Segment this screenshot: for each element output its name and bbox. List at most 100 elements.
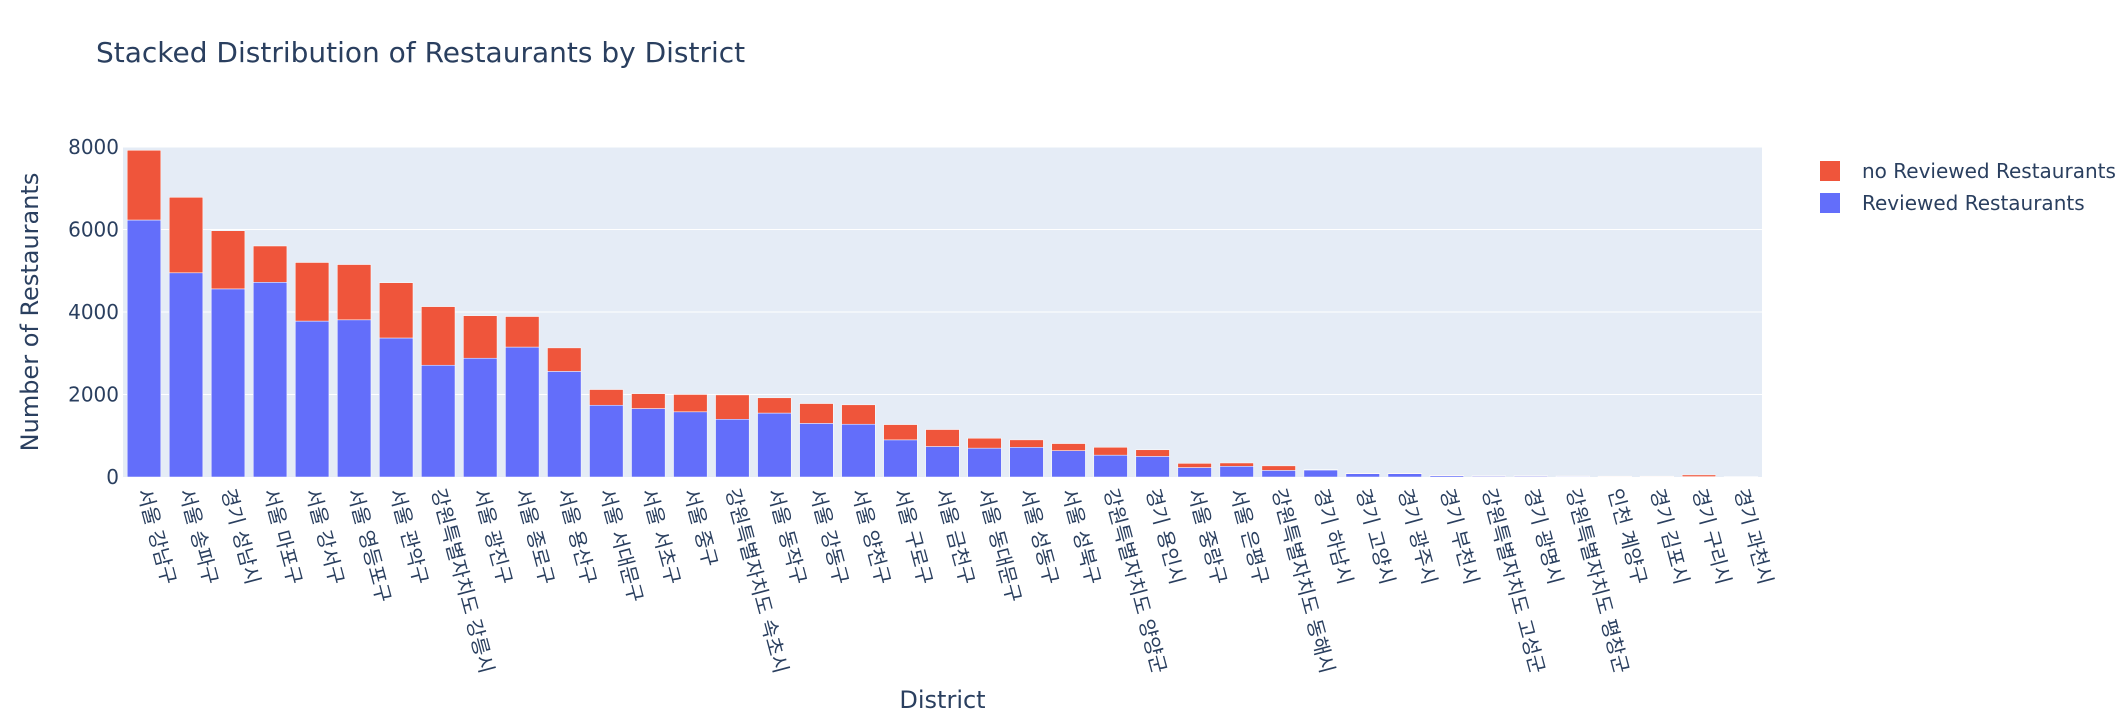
y-axis-title: Number of Restaurants [16,173,44,452]
bar-no-reviewed-4[interactable] [295,262,330,322]
x-tick-label: 경기 성남시 [216,486,265,587]
y-tick-label: 8000 [68,135,119,159]
x-tick-label: 경기 고양시 [1351,486,1400,587]
legend[interactable]: no Reviewed Restaurants Reviewed Restaura… [1820,159,2116,215]
bar-no-reviewed-25[interactable] [1177,463,1212,468]
bar-no-reviewed-1[interactable] [168,197,204,274]
x-tick-label: 서울 중구 [679,486,723,569]
bar-reviewed-11[interactable] [589,404,624,478]
bar-no-reviewed-10[interactable] [547,347,582,372]
x-tick-label: 서울 송파구 [174,486,223,587]
bar-reviewed-24[interactable] [1135,456,1170,478]
x-tick-label: 서울 용산구 [553,486,602,587]
x-tick-label: 서울 성동구 [1015,486,1064,587]
x-tick-label: 서울 양천구 [847,486,896,587]
bar-no-reviewed-8[interactable] [463,315,498,359]
bar-no-reviewed-15[interactable] [757,397,792,414]
bar-reviewed-22[interactable] [1051,450,1086,478]
x-tick-label: 서울 금천구 [931,486,980,587]
bar-reviewed-13[interactable] [673,411,708,478]
legend-swatch[interactable] [1820,193,1840,213]
bar-reviewed-29[interactable] [1345,473,1380,478]
y-tick-label: 4000 [68,300,119,324]
y-tick-label: 6000 [68,218,119,242]
bar-no-reviewed-17[interactable] [841,404,876,425]
bar-no-reviewed-19[interactable] [925,429,960,447]
bar-no-reviewed-23[interactable] [1093,447,1128,456]
bar-no-reviewed-14[interactable] [715,394,750,420]
y-axis-ticks: 0 2000 4000 6000 8000 [68,135,119,489]
x-tick-label: 서울 마포구 [258,486,307,587]
x-tick-label: 서울 은평구 [1225,486,1274,587]
bar-reviewed-20[interactable] [967,447,1002,478]
bar-reviewed-7[interactable] [421,364,456,478]
bar-reviewed-15[interactable] [757,412,792,478]
bar-no-reviewed-13[interactable] [673,394,708,413]
x-tick-label: 경기 하남시 [1309,486,1358,587]
bar-reviewed-26[interactable] [1219,466,1254,478]
x-tick-label: 서울 광진구 [469,486,518,587]
x-tick-label: 서울 강서구 [301,486,350,587]
bar-reviewed-5[interactable] [337,319,372,478]
bar-reviewed-28[interactable] [1303,469,1338,478]
bar-reviewed-3[interactable] [253,282,288,478]
bar-reviewed-27[interactable] [1261,470,1296,478]
bar-no-reviewed-18[interactable] [883,424,918,441]
legend-label[interactable]: Reviewed Restaurants [1862,191,2085,215]
bar-reviewed-25[interactable] [1177,467,1212,478]
x-tick-label: 서울 중랑구 [1183,486,1232,587]
x-tick-label: 경기 과천시 [1729,486,1778,587]
bar-no-reviewed-11[interactable] [589,389,624,406]
bar-no-reviewed-27[interactable] [1261,465,1296,471]
bars [126,150,1759,478]
bar-reviewed-0[interactable] [126,219,162,478]
bar-no-reviewed-21[interactable] [1009,439,1044,448]
x-tick-label: 서울 종로구 [511,486,560,587]
bar-reviewed-18[interactable] [883,439,918,478]
bar-reviewed-17[interactable] [841,423,876,478]
bar-reviewed-21[interactable] [1009,447,1044,478]
x-tick-label: 서울 성북구 [1057,486,1106,587]
bar-reviewed-9[interactable] [505,346,540,478]
x-tick-label: 서울 동작구 [763,486,812,587]
bar-reviewed-30[interactable] [1387,473,1422,478]
x-tick-label: 경기 용인시 [1141,486,1190,587]
bar-reviewed-10[interactable] [547,371,582,478]
bar-no-reviewed-6[interactable] [379,282,414,339]
bar-reviewed-19[interactable] [925,446,960,478]
bar-no-reviewed-22[interactable] [1051,443,1086,451]
x-tick-label: 경기 광명시 [1519,486,1568,587]
bar-reviewed-6[interactable] [379,337,414,478]
y-tick-label: 0 [106,465,119,489]
bar-reviewed-2[interactable] [211,288,246,478]
bar-no-reviewed-26[interactable] [1219,462,1254,467]
bar-reviewed-14[interactable] [715,419,750,478]
bar-reviewed-1[interactable] [168,272,204,478]
x-tick-label: 경기 광주시 [1393,486,1442,587]
bar-no-reviewed-37[interactable] [1681,474,1717,477]
bar-no-reviewed-24[interactable] [1135,449,1170,457]
bar-no-reviewed-9[interactable] [505,316,540,348]
bar-no-reviewed-7[interactable] [421,306,456,366]
x-axis-title: District [899,686,985,714]
bar-no-reviewed-0[interactable] [126,150,162,221]
bar-reviewed-23[interactable] [1093,454,1128,478]
x-tick-label: 경기 김포시 [1645,486,1694,587]
x-tick-label: 경기 부천시 [1435,486,1484,587]
bar-no-reviewed-16[interactable] [799,403,834,424]
bar-reviewed-16[interactable] [799,423,834,478]
x-tick-label: 서울 구로구 [889,486,938,587]
bar-no-reviewed-20[interactable] [967,437,1002,449]
x-tick-label: 경기 구리시 [1687,486,1736,587]
chart-title: Stacked Distribution of Restaurants by D… [96,36,745,69]
bar-no-reviewed-12[interactable] [631,393,666,409]
bar-reviewed-4[interactable] [295,320,330,478]
legend-label[interactable]: no Reviewed Restaurants [1862,159,2116,183]
bar-reviewed-12[interactable] [631,408,666,478]
legend-swatch[interactable] [1820,161,1840,181]
bar-no-reviewed-3[interactable] [253,245,288,283]
bar-reviewed-8[interactable] [463,357,498,478]
bar-no-reviewed-2[interactable] [211,230,246,290]
bar-no-reviewed-5[interactable] [337,264,372,321]
